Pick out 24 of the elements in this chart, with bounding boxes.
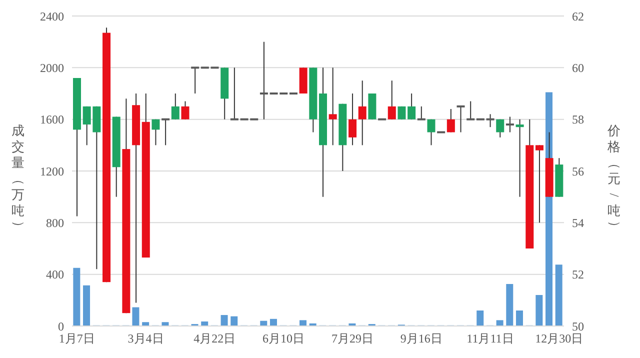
y2-tick-label: 56 <box>572 164 584 178</box>
y-tick-label: 0 <box>58 319 64 334</box>
x-tick-label: 7月29日 <box>331 332 374 346</box>
y2-axis-title: 价格（元/吨） <box>606 123 622 234</box>
x-tick-label: 6月10日 <box>262 332 305 346</box>
y-tick-label: 2000 <box>40 60 64 75</box>
y-tick-label: 2400 <box>40 9 64 24</box>
y-tick-label: 800 <box>46 216 64 230</box>
y2-tick-label: 62 <box>572 9 584 24</box>
y-tick-label: 1600 <box>40 112 64 127</box>
y-tick-label: 1200 <box>40 164 64 178</box>
x-tick-label: 12月30日 <box>535 332 584 346</box>
y2-tick-label: 58 <box>572 112 584 127</box>
x-tick-label: 3月4日 <box>128 332 164 346</box>
y2-tick-label: 60 <box>572 60 584 75</box>
x-tick-label: 1月7日 <box>58 332 95 346</box>
x-tick-label: 9月16日 <box>400 332 442 346</box>
y2-tick-label: 52 <box>572 268 584 282</box>
y-tick-label: 400 <box>46 268 64 282</box>
x-tick-label: 4月22日 <box>194 332 236 346</box>
y2-tick-label: 50 <box>572 319 584 334</box>
x-tick-label: 11月11日 <box>466 332 514 346</box>
y2-tick-label: 54 <box>572 216 584 230</box>
y-axis-title: 成交量（万吨） <box>10 123 26 234</box>
